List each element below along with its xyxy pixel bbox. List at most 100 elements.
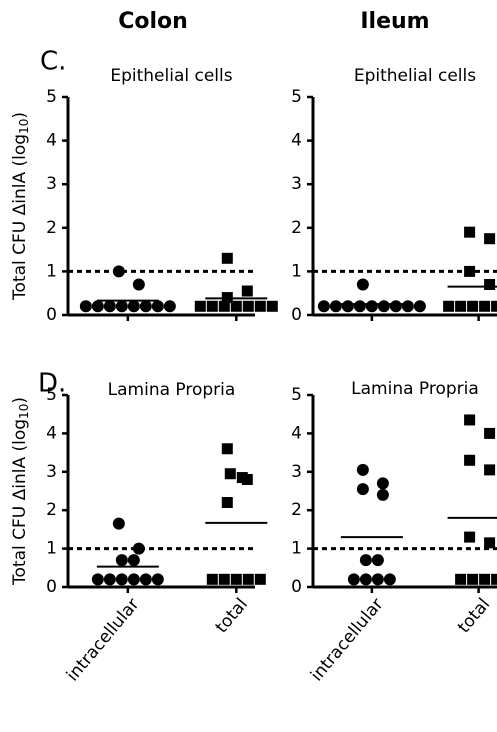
y-tick-label: 0 [291,577,302,597]
data-point [266,300,278,312]
y-tick-label: 1 [46,539,57,559]
y-tick-label: 3 [46,462,57,482]
y-axis-label-end: ) [10,397,30,404]
data-point [479,300,491,312]
data-point [242,573,254,585]
data-point [479,573,491,585]
panel-title: Lamina Propria [108,380,236,400]
data-point [151,573,164,586]
data-point [376,488,389,501]
data-point [132,278,145,291]
x-tick-label: total [212,595,252,638]
y-tick-label: 2 [291,218,302,238]
data-point [103,573,116,586]
y-tick-label: 0 [46,305,57,325]
data-point [221,252,233,264]
y-tick-label: 1 [46,261,57,281]
y-tick-label: 2 [46,500,57,520]
data-point [254,573,266,585]
y-tick-label: 1 [291,539,302,559]
data-point [356,278,369,291]
y-tick-label: 5 [46,385,57,405]
data-point [254,300,266,312]
data-point [371,554,384,567]
data-point [91,573,104,586]
column-header: Colon [118,9,188,34]
data-point [241,285,253,297]
x-tick-label: intracellular [307,595,388,686]
y-axis-label: Total CFU ΔinlA (log10) [10,397,31,586]
data-point [221,497,233,509]
data-point [112,517,125,530]
y-axis-label-sub: 10 [17,404,31,419]
data-point [413,300,426,313]
data-point [218,300,230,312]
data-point [115,300,128,313]
data-point [359,554,372,567]
data-point [224,468,236,480]
data-point [112,265,125,278]
data-point [139,300,152,313]
data-point [455,300,467,312]
y-tick-label: 3 [291,174,302,194]
data-point [443,300,455,312]
y-tick-label: 1 [291,261,302,281]
data-point [383,573,396,586]
y-tick-label: 4 [291,423,302,443]
data-point [127,554,140,567]
data-point [455,573,467,585]
data-point [484,464,496,476]
data-point [491,300,497,312]
y-axis-label: Total CFU ΔinlA (log10) [10,112,31,301]
panel-label: D. [38,369,66,399]
x-tick-label: total [454,595,494,638]
data-point [329,300,342,313]
data-point [163,300,176,313]
data-point [377,300,390,313]
data-point [491,573,497,585]
y-tick-label: 0 [46,577,57,597]
data-point [464,265,476,277]
data-point [221,443,233,455]
y-tick-label: 4 [291,131,302,151]
data-point [127,300,140,313]
data-point [230,300,242,312]
data-point [194,300,206,312]
data-point [353,300,366,313]
data-point [467,300,479,312]
data-point [347,573,360,586]
data-point [91,300,104,313]
data-point [484,278,496,290]
data-point [242,300,254,312]
y-axis-label-end: ) [10,112,30,119]
data-point [467,573,479,585]
y-tick-label: 2 [291,500,302,520]
data-point [484,427,496,439]
y-tick-label: 5 [291,87,302,107]
data-point [365,300,378,313]
data-point [356,463,369,476]
data-point [371,573,384,586]
data-point [484,233,496,245]
data-point [139,573,152,586]
data-point [206,573,218,585]
data-point [464,454,476,466]
data-point [241,473,253,485]
y-tick-label: 4 [46,423,57,443]
data-point [206,300,218,312]
y-tick-label: 3 [46,174,57,194]
y-tick-label: 0 [291,305,302,325]
y-axis-label-main: Total CFU ΔinlA (log [10,419,30,586]
data-point [127,573,140,586]
y-tick-label: 2 [46,218,57,238]
data-point [376,477,389,490]
data-point [79,300,92,313]
y-axis-label-sub: 10 [17,119,31,134]
data-point [389,300,402,313]
column-header: Ileum [360,9,429,34]
x-tick-label: intracellular [63,595,144,686]
y-axis-label-main: Total CFU ΔinlA (log [10,134,30,301]
data-point [317,300,330,313]
panel-title: Lamina Propria [351,379,479,399]
